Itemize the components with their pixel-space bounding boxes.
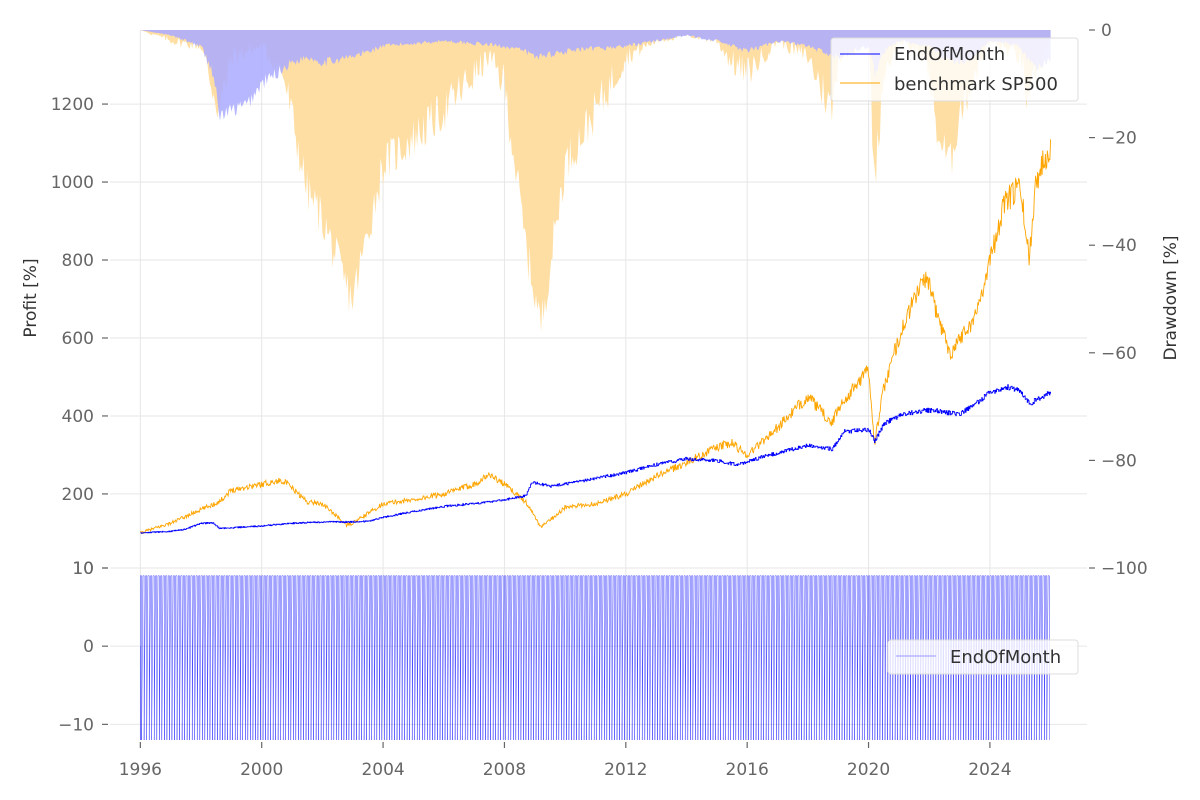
y-tick-label-left: 400 [62, 407, 94, 427]
line-endofmonth [140, 384, 1051, 534]
signal-line-endofmonth [140, 575, 1050, 741]
y-tick-label-left: 800 [62, 251, 94, 271]
x-tick-label: 2012 [604, 760, 647, 780]
line-benchmark-sp500 [139, 139, 1052, 535]
drawdown-area-sp500 [140, 30, 1051, 332]
y-axis-label-profit: Profit [%] [21, 258, 41, 337]
x-tick-label: 2008 [483, 760, 526, 780]
y-tick-label-bottom: 0 [83, 637, 94, 657]
top-panel-grid [110, 30, 1087, 569]
x-tick-label: 2016 [726, 760, 769, 780]
axis-ticks: 10200400600800100012000−20−40−60−80−100−… [51, 21, 1148, 780]
x-tick-label: 2000 [240, 760, 283, 780]
y-tick-label-left: 1000 [51, 173, 94, 193]
y-tick-label-right: −60 [1101, 344, 1137, 364]
y-tick-label-bottom: 10 [72, 559, 94, 579]
legend-bottom: EndOfMonth [887, 639, 1079, 675]
y-tick-label-left: 1200 [51, 95, 94, 115]
y-tick-label-bottom: −10 [58, 715, 94, 735]
y-tick-label-left: 600 [62, 329, 94, 349]
y-tick-label-left: 200 [62, 485, 94, 505]
x-tick-label: 2004 [361, 760, 404, 780]
x-tick-label: 2020 [847, 760, 890, 780]
legend-label-sp500: benchmark SP500 [894, 74, 1058, 95]
legend-label-endofmonth: EndOfMonth [894, 44, 1005, 65]
legend-label-signal: EndOfMonth [950, 647, 1061, 668]
drawdown-areas [140, 30, 1051, 332]
x-tick-label: 2024 [968, 760, 1011, 780]
y-tick-label-left: 10 [72, 559, 94, 579]
legend-bottom-frame [887, 639, 1079, 675]
y-tick-label-right: −100 [1101, 559, 1148, 579]
y-tick-label-right: −20 [1101, 129, 1137, 149]
signal-panel [140, 575, 1050, 741]
y-axis-label-drawdown: Drawdown [%] [1161, 235, 1181, 360]
y-tick-label-right: 0 [1101, 21, 1112, 41]
x-tick-label: 1996 [119, 760, 162, 780]
y-tick-label-right: −40 [1101, 236, 1137, 256]
y-tick-label-right: −80 [1101, 451, 1137, 471]
legend-top-frame [830, 37, 1079, 102]
drawdown-area-endofmonth [140, 30, 1051, 121]
legend-top: EndOfMonth benchmark SP500 [830, 37, 1079, 102]
profit-lines [139, 139, 1052, 535]
